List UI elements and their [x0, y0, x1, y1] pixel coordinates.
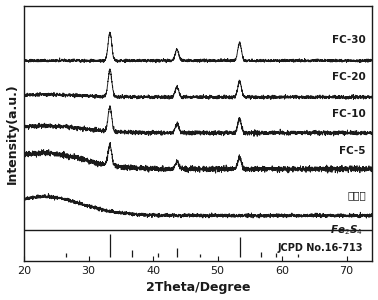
Text: Fe$_2$S$_4$: Fe$_2$S$_4$ — [330, 223, 363, 236]
Y-axis label: Intensity(a.u.): Intensity(a.u.) — [6, 83, 19, 184]
Text: FC-5: FC-5 — [339, 146, 366, 156]
Text: JCPD No.16-713: JCPD No.16-713 — [277, 243, 363, 253]
Text: FC-10: FC-10 — [332, 109, 366, 119]
Text: 生物炭: 生物炭 — [347, 190, 366, 201]
Text: FC-30: FC-30 — [332, 35, 366, 45]
X-axis label: 2Theta/Degree: 2Theta/Degree — [146, 281, 251, 294]
Text: FC-20: FC-20 — [332, 72, 366, 82]
